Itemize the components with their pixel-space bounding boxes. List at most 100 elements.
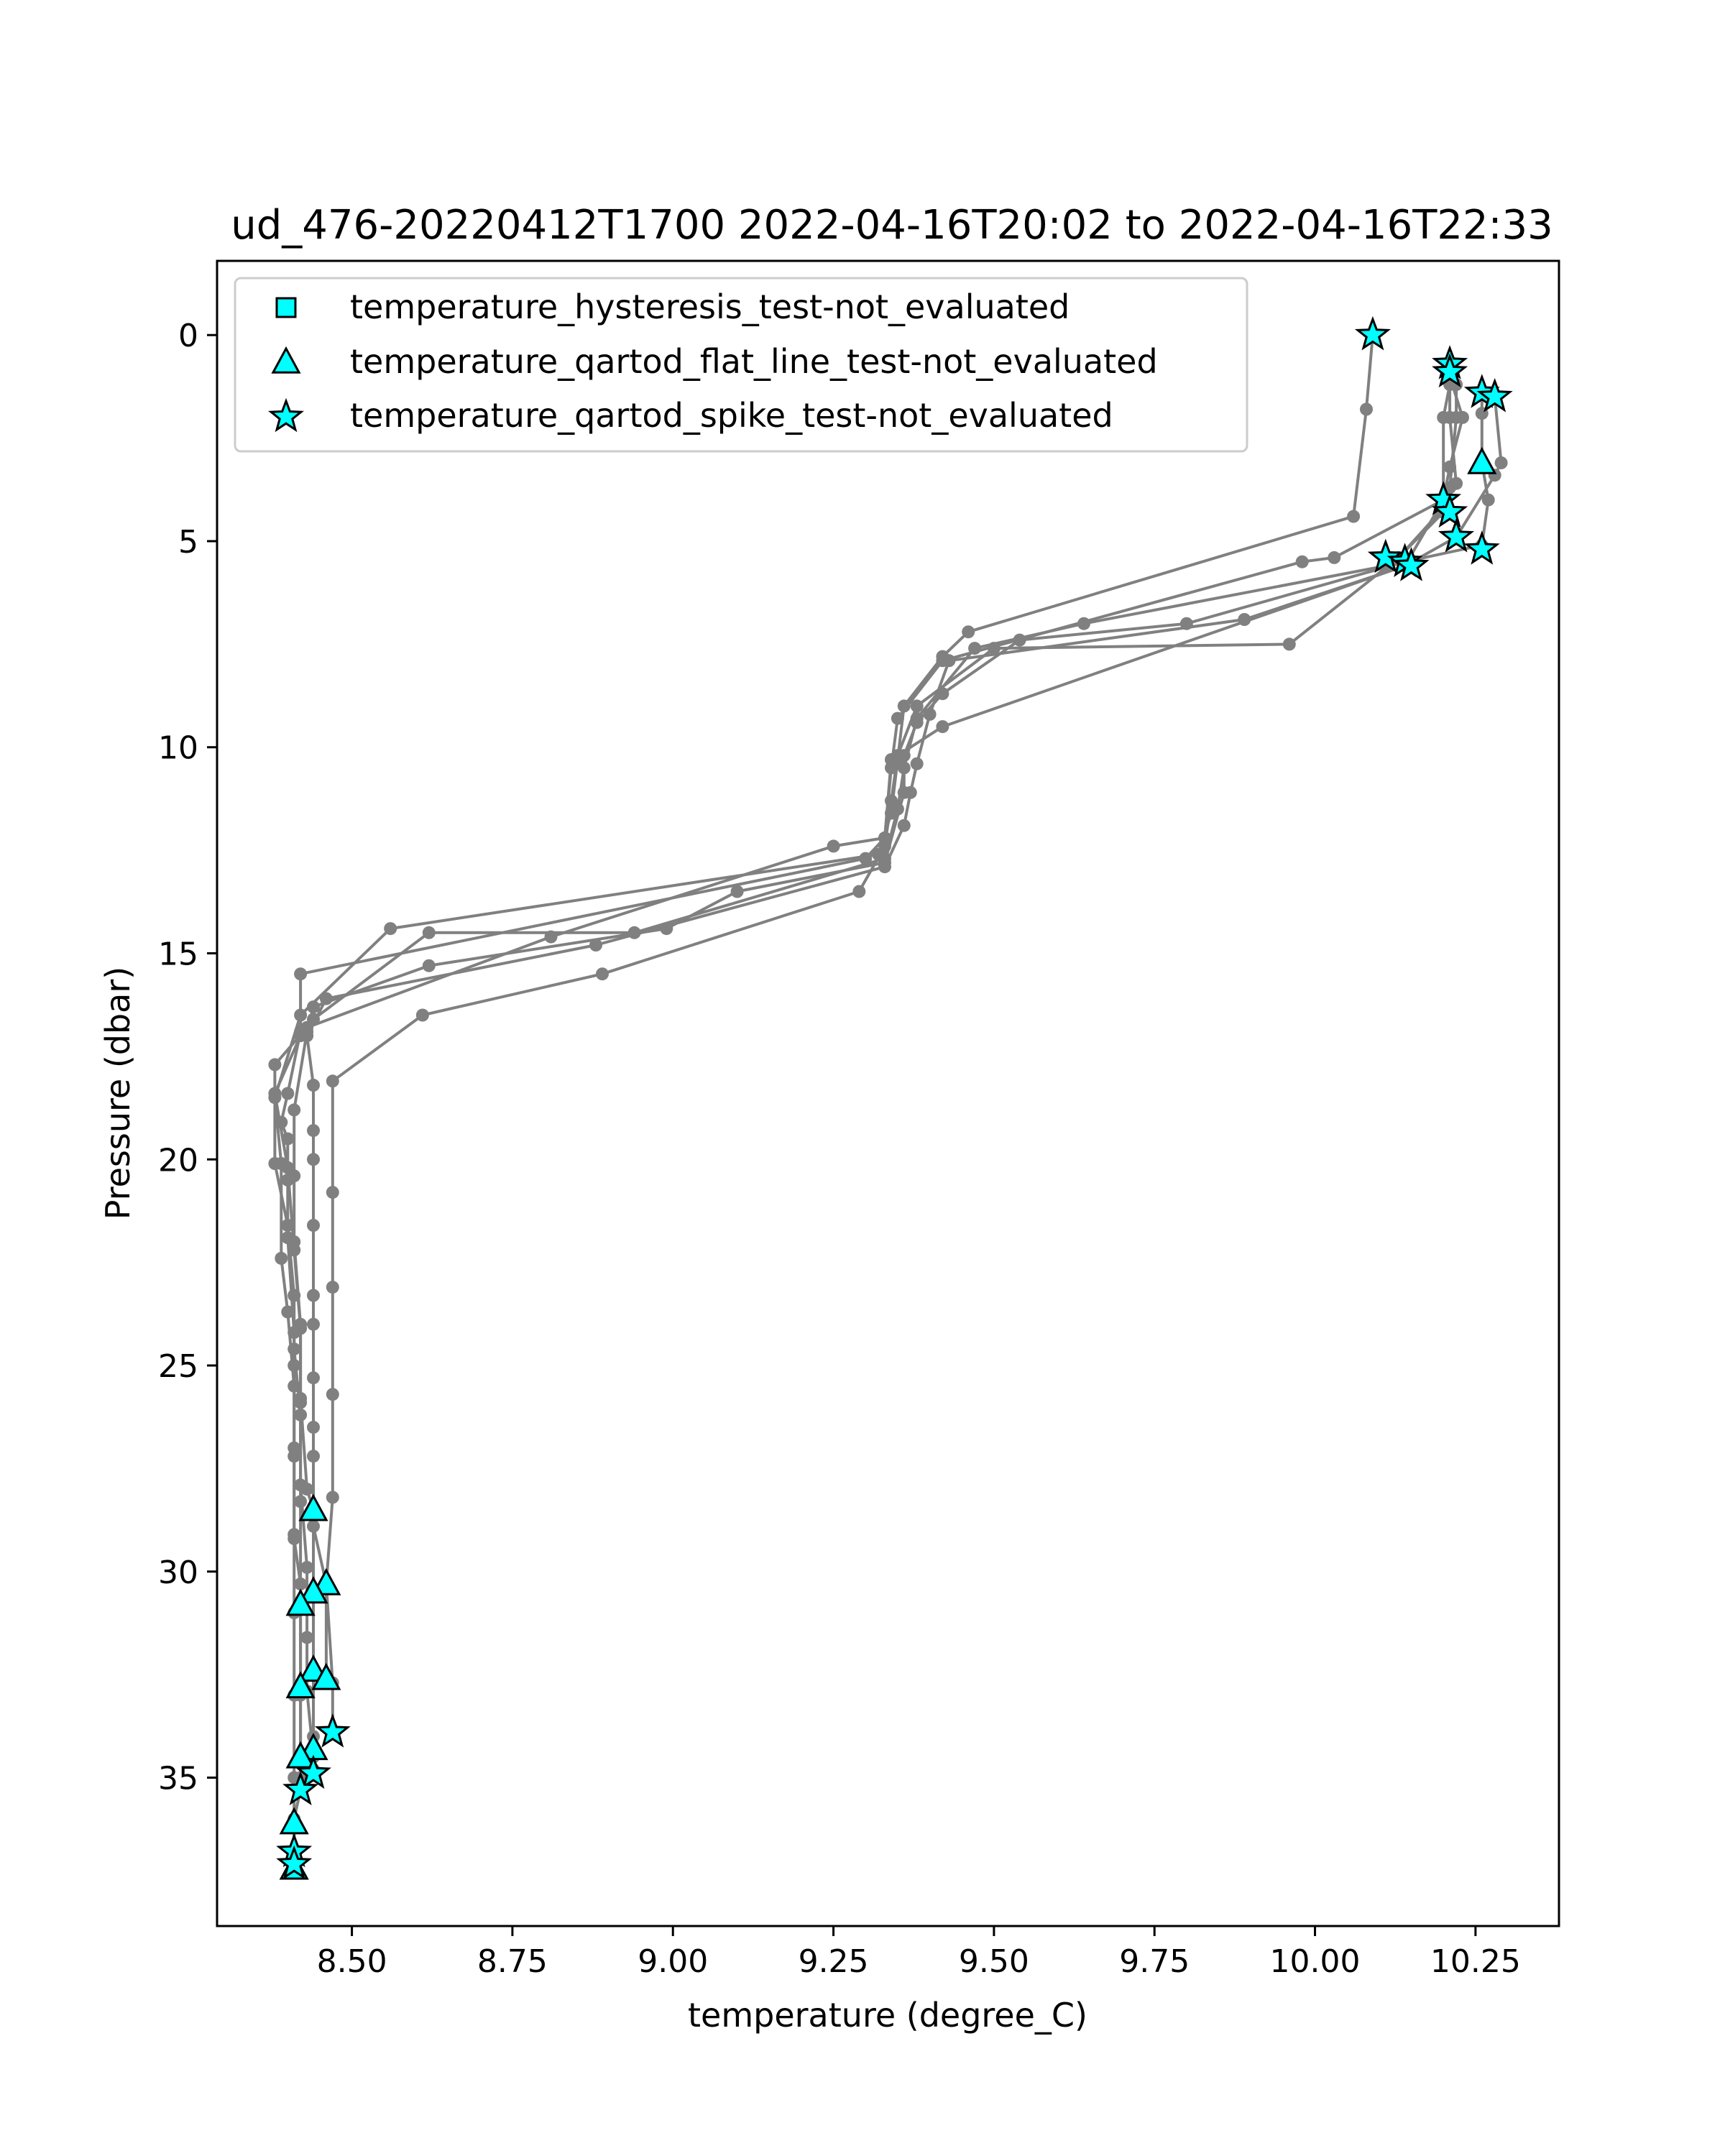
- profile-point: [384, 922, 397, 936]
- profile-point: [294, 1577, 308, 1590]
- profile-point: [294, 1025, 308, 1038]
- x-axis: 8.50 8.75 9.00 9.25 9.50 9.75 10.00 10.25: [317, 1926, 1521, 1980]
- profile-point: [326, 1491, 339, 1504]
- profile-point: [422, 926, 436, 939]
- y-axis-label: Pressure (dbar): [98, 967, 137, 1220]
- y-tick-label: 30: [158, 1554, 198, 1591]
- profile-point: [1443, 460, 1457, 474]
- profile-point: [885, 753, 898, 766]
- profile-point: [307, 1079, 320, 1092]
- profile-point: [307, 1000, 320, 1014]
- profile-line-6: [324, 384, 1458, 1733]
- star-marker: [276, 1845, 313, 1880]
- legend-box: [234, 277, 1248, 453]
- x-tick-label: 10.25: [1430, 1943, 1521, 1980]
- star-marker: [1367, 538, 1404, 573]
- profile-point: [281, 1087, 295, 1100]
- triangle-marker: [285, 1671, 316, 1699]
- triangle-marker: [1467, 446, 1497, 474]
- chart-title: ud_476-20220412T1700 2022-04-16T20:02 to…: [231, 202, 1553, 249]
- profile-point: [307, 1153, 320, 1166]
- profile-point: [942, 654, 956, 668]
- star-marker: [282, 1771, 319, 1805]
- profile-point: [596, 967, 609, 981]
- profile-point: [307, 1317, 320, 1331]
- profile-point: [891, 711, 904, 725]
- legend-label-hysteresis: temperature_hysteresis_test-not_evaluate…: [350, 287, 1070, 326]
- x-tick-label: 8.50: [317, 1943, 387, 1980]
- profile-point: [281, 1173, 295, 1187]
- profile-point: [307, 1124, 320, 1138]
- profile-point: [268, 1058, 282, 1072]
- triangle-marker: [298, 1493, 328, 1521]
- star-marker: [1476, 378, 1513, 413]
- legend: temperature_hysteresis_test-not_evaluate…: [234, 277, 1248, 453]
- plot-area: [268, 315, 1513, 1880]
- profile-point: [275, 1115, 288, 1129]
- profile-point: [307, 1371, 320, 1385]
- profile-point: [1494, 456, 1508, 469]
- profile-point: [307, 1421, 320, 1434]
- y-tick-label: 25: [158, 1348, 198, 1385]
- star-marker: [1354, 315, 1391, 351]
- star-marker: [1432, 493, 1468, 528]
- profile-point: [987, 642, 1000, 655]
- profile-point: [326, 1186, 339, 1199]
- star-marker: [1393, 547, 1430, 581]
- star-marker: [1463, 530, 1500, 565]
- y-tick-label: 15: [158, 936, 198, 973]
- star-marker: [1438, 518, 1475, 553]
- profile-point: [962, 625, 975, 639]
- profile-point: [268, 1087, 282, 1100]
- profile-point: [300, 1561, 314, 1574]
- legend-square-marker: [275, 297, 297, 318]
- y-tick-label: 0: [178, 318, 198, 354]
- profile-point: [268, 1157, 282, 1170]
- profile-point: [968, 642, 982, 655]
- profile-point: [910, 699, 924, 713]
- profile-point: [326, 1281, 339, 1294]
- profile-point: [326, 1074, 339, 1088]
- star-marker: [295, 1754, 331, 1789]
- star-marker: [1432, 353, 1468, 388]
- profile-point: [294, 967, 308, 981]
- plot-frame: [216, 259, 1560, 1927]
- y-tick-label: 5: [178, 524, 198, 561]
- profile-point: [910, 757, 924, 770]
- y-tick-label: 20: [158, 1142, 198, 1179]
- profile-point: [903, 786, 917, 799]
- profile-point: [878, 860, 891, 874]
- triangle-marker: [311, 1662, 341, 1690]
- x-tick-label: 10.00: [1270, 1943, 1361, 1980]
- profile-point: [281, 1305, 295, 1319]
- profile-point: [319, 992, 333, 1005]
- x-axis-label: temperature (degree_C): [688, 1996, 1087, 2035]
- profile-point: [1360, 402, 1373, 416]
- x-tick-label: 9.50: [959, 1943, 1029, 1980]
- profile-point: [827, 839, 840, 853]
- profile-point: [300, 1631, 314, 1644]
- profile-point: [422, 959, 436, 972]
- x-tick-label: 9.25: [799, 1943, 869, 1980]
- triangle-marker: [285, 1588, 316, 1616]
- profile-point: [294, 1391, 308, 1405]
- legend-label-spike: temperature_qartod_spike_test-not_evalua…: [350, 396, 1113, 435]
- profile-point: [288, 1103, 301, 1117]
- profile-point: [936, 720, 949, 734]
- y-axis: 0 5 10 15 20 25 30 35: [158, 318, 217, 1797]
- triangle-marker: [298, 1576, 328, 1604]
- y-tick-label: 10: [158, 730, 198, 767]
- y-tick-label: 35: [158, 1761, 198, 1797]
- profile-point: [859, 852, 873, 865]
- profile-point: [1456, 410, 1469, 424]
- profile-point: [275, 1251, 288, 1265]
- profile-point: [730, 885, 744, 898]
- profile-point: [1347, 510, 1361, 523]
- profile-point: [288, 1359, 301, 1372]
- legend-label-flat-line: temperature_qartod_flat_line_test-not_ev…: [350, 342, 1158, 381]
- legend-triangle-marker: [271, 346, 301, 374]
- profile-point: [897, 699, 911, 713]
- legend-star-marker: [268, 397, 304, 433]
- profile-point: [281, 1231, 295, 1245]
